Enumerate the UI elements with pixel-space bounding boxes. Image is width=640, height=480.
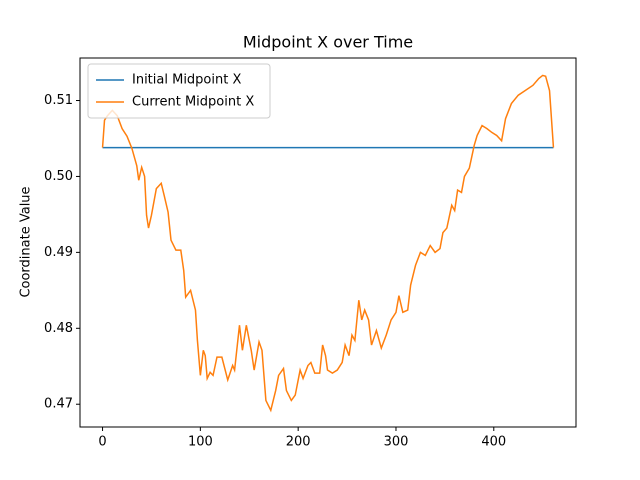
plot-frame <box>79 57 577 428</box>
chart-title: Midpoint X over Time <box>243 33 413 52</box>
x-tick-label: 0 <box>98 435 106 450</box>
legend-box <box>87 63 271 119</box>
x-tick-label: 300 <box>384 435 409 450</box>
y-axis-label: Coordinate Value <box>19 186 34 297</box>
y-tick-label: 0.50 <box>44 169 73 184</box>
legend-label: Initial Midpoint X <box>132 73 241 88</box>
y-tick-label: 0.47 <box>44 397 73 412</box>
series-line <box>101 74 555 413</box>
legend-label: Current Midpoint X <box>132 95 254 110</box>
y-tick-label: 0.49 <box>44 245 73 260</box>
x-tick-label: 100 <box>188 435 213 450</box>
y-tick-label: 0.51 <box>44 93 73 108</box>
y-tick-label: 0.48 <box>44 321 73 336</box>
x-tick-label: 200 <box>286 435 311 450</box>
x-tick-label: 400 <box>481 435 506 450</box>
